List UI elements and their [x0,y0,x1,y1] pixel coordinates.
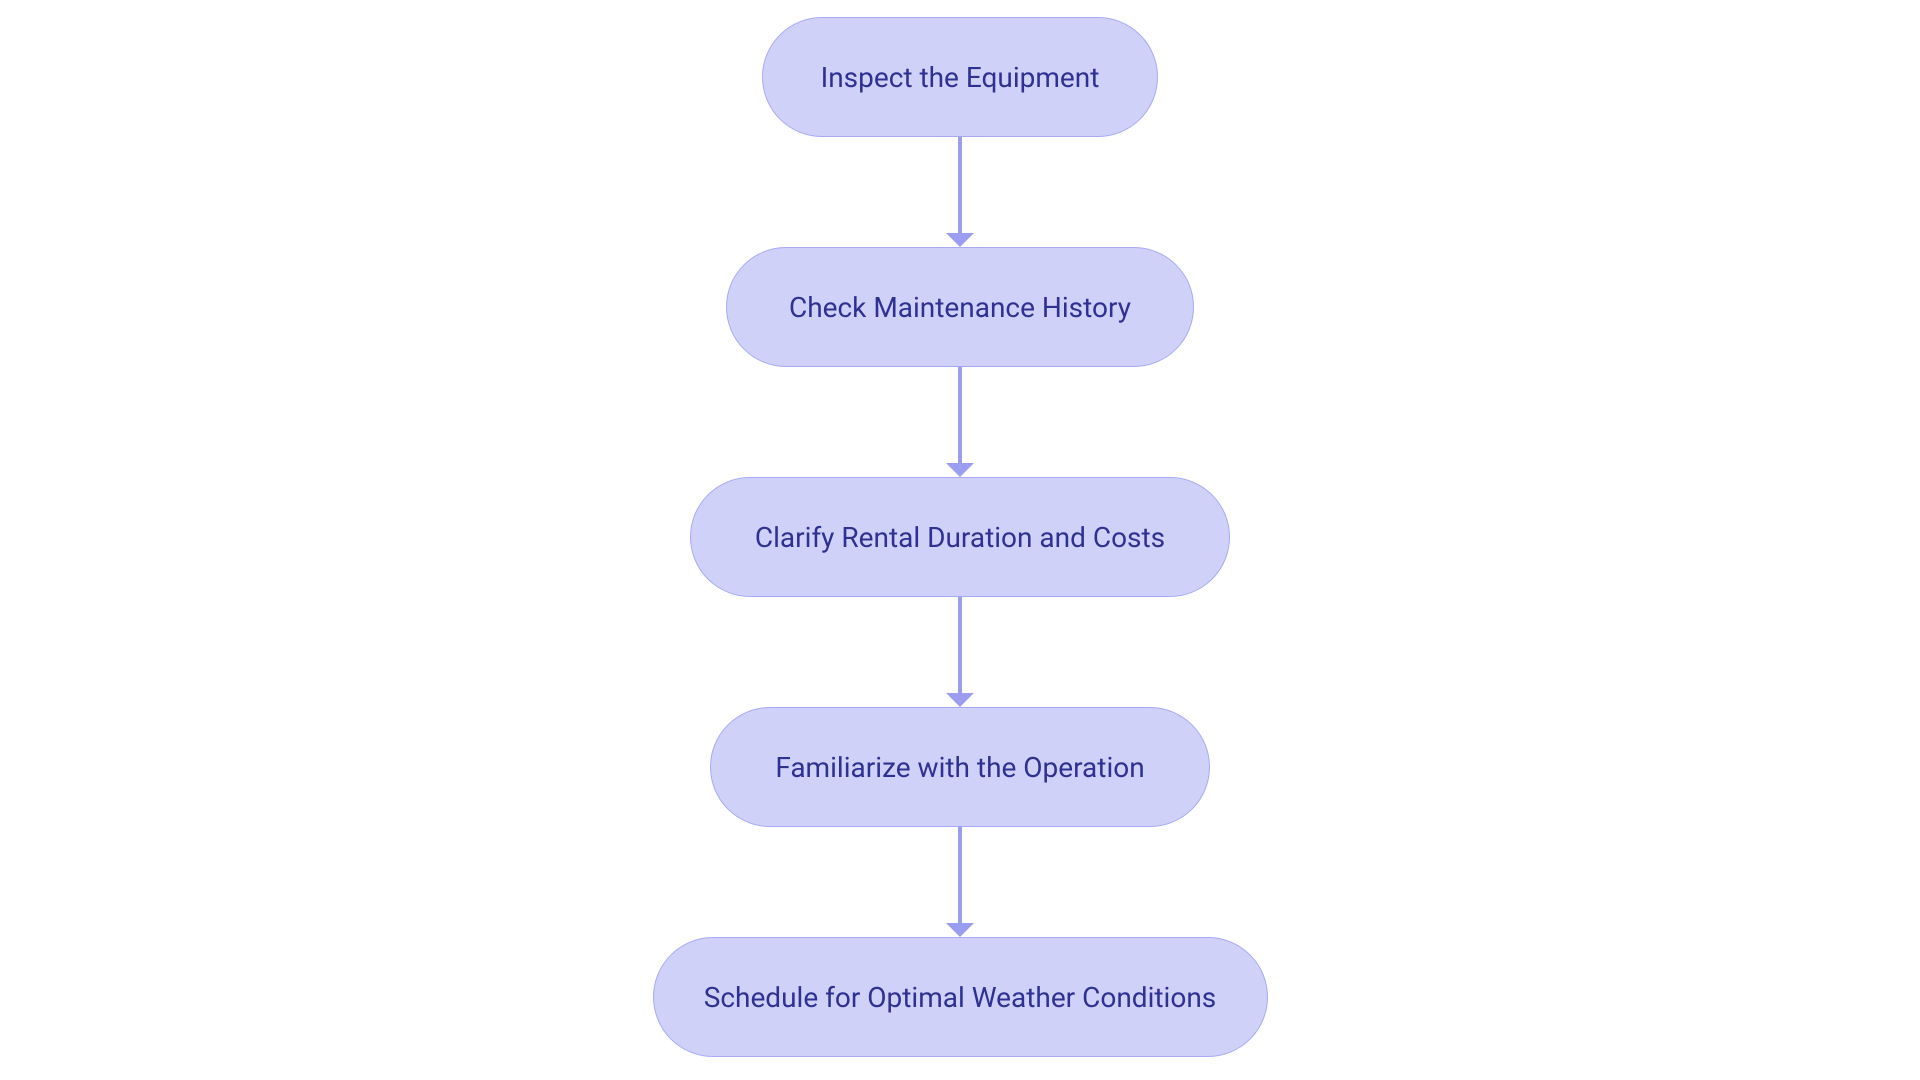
flowchart-node-label: Schedule for Optimal Weather Conditions [704,981,1216,1014]
flowchart-node-label: Familiarize with the Operation [775,751,1144,784]
flowchart-node: Check Maintenance History [726,247,1194,367]
flowchart-node-label: Check Maintenance History [789,291,1131,324]
flowchart-arrowhead [946,233,974,247]
flowchart-node: Familiarize with the Operation [710,707,1210,827]
flowchart-node: Inspect the Equipment [762,17,1158,137]
flowchart-arrow [958,137,962,233]
flowchart-node-label: Inspect the Equipment [821,61,1100,94]
flowchart-canvas: Inspect the Equipment Check Maintenance H… [0,0,1920,1080]
flowchart-arrowhead [946,923,974,937]
flowchart-arrow [958,827,962,923]
flowchart-node: Clarify Rental Duration and Costs [690,477,1230,597]
flowchart-node-label: Clarify Rental Duration and Costs [755,521,1165,554]
flowchart-arrowhead [946,463,974,477]
flowchart-arrow [958,597,962,693]
flowchart-arrowhead [946,693,974,707]
flowchart-node: Schedule for Optimal Weather Conditions [653,937,1268,1057]
flowchart-arrow [958,367,962,463]
